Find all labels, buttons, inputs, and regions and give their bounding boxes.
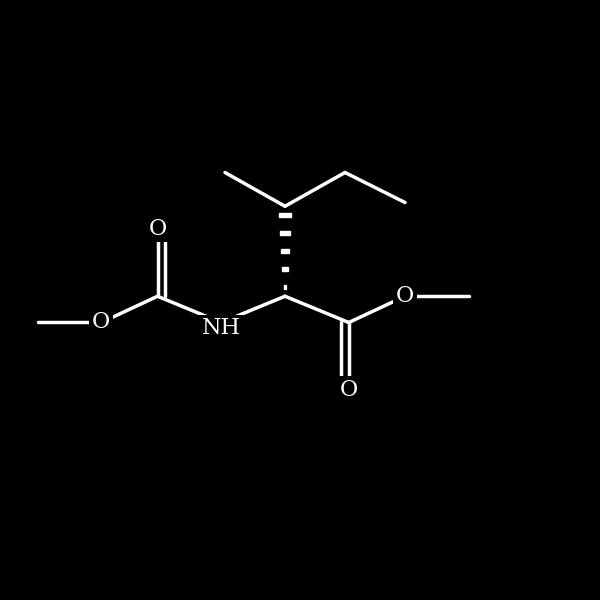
Polygon shape xyxy=(284,286,286,289)
Polygon shape xyxy=(280,232,290,235)
Text: O: O xyxy=(92,311,110,334)
Text: O: O xyxy=(148,218,167,240)
Polygon shape xyxy=(283,268,287,271)
Text: O: O xyxy=(340,379,358,401)
Polygon shape xyxy=(279,214,291,217)
Polygon shape xyxy=(281,250,289,253)
Text: NH: NH xyxy=(202,317,241,340)
Text: O: O xyxy=(396,285,414,307)
